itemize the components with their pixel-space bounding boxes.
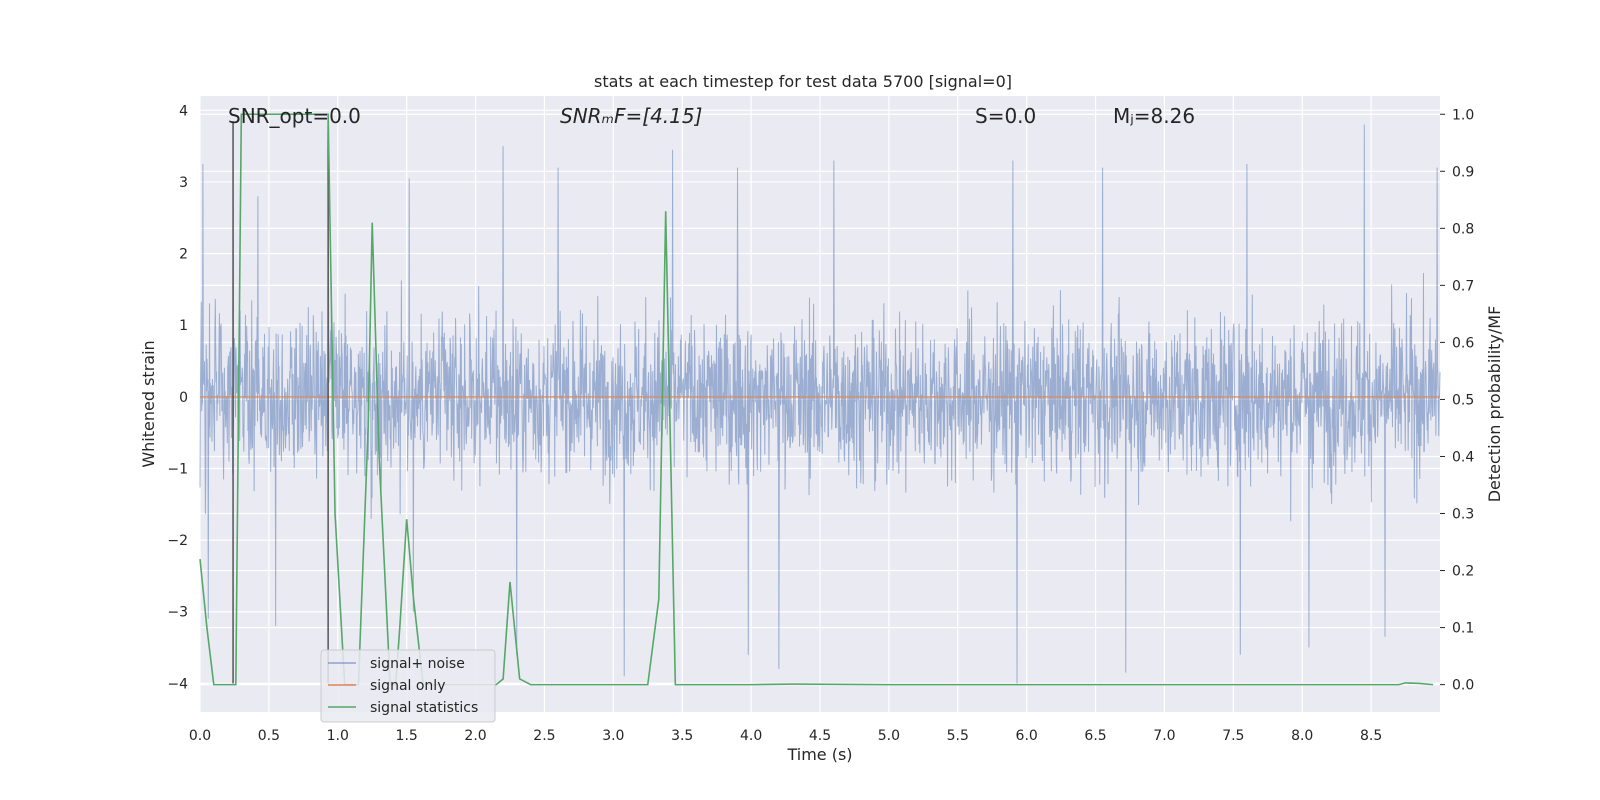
x-tick-label: 1.0: [327, 728, 349, 744]
y-left-tick-label: 3: [179, 175, 188, 191]
y-left-tick-label: 1: [179, 318, 188, 334]
y-right-axis-ticks: 1.0 0.9 0.8 0.7 0.6 0.5 0.4 0.3 0.2 0.1 0.0: [1440, 107, 1474, 694]
y-right-tick-label: 0.6: [1452, 335, 1474, 351]
line-signal-noise: [199, 124, 1441, 684]
x-tick-label: 8.0: [1291, 728, 1313, 744]
x-tick-label: 5.0: [878, 728, 900, 744]
legend-label-signal-statistics: signal statistics: [370, 700, 478, 716]
y-right-tick-label: 0.2: [1452, 564, 1474, 580]
x-tick-label: 2.5: [533, 728, 555, 744]
y-left-tick-label: −3: [167, 605, 188, 621]
y-right-tick-label: 0.7: [1452, 278, 1474, 294]
x-tick-label: 6.0: [1016, 728, 1038, 744]
vertical-markers: [232, 121, 329, 684]
x-tick-label: 4.5: [809, 728, 831, 744]
y-right-tick-label: 0.5: [1452, 392, 1474, 408]
y-left-tick-label: 0: [179, 390, 188, 406]
y-right-tick-label: 0.9: [1452, 164, 1474, 180]
y-right-tick-label: 0.0: [1452, 678, 1474, 694]
y-right-tick-label: 0.1: [1452, 621, 1474, 637]
x-tick-label: 5.5: [947, 728, 969, 744]
x-tick-label: 3.0: [602, 728, 624, 744]
x-tick-label: 6.5: [1084, 728, 1106, 744]
x-tick-label: 0.0: [189, 728, 211, 744]
x-tick-label: 1.5: [396, 728, 418, 744]
annotation-mc-value: Mⱼ=8.26: [1113, 104, 1195, 128]
y-right-tick-label: 1.0: [1452, 107, 1474, 123]
y-right-tick-label: 0.8: [1452, 221, 1474, 237]
x-tick-label: 8.5: [1360, 728, 1382, 744]
x-axis-ticks: 0.0 0.5 1.0 1.5 2.0 2.5 3.0 3.5 4.0 4.5 5.0 5.5 6.0 6…: [189, 728, 1382, 744]
y-left-tick-label: 4: [179, 103, 188, 119]
x-axis-label: Time (s): [786, 745, 852, 764]
legend-box: [320, 649, 496, 723]
x-tick-label: 2.0: [464, 728, 486, 744]
chart-title: stats at each timestep for test data 570…: [594, 72, 1012, 91]
y-right-tick-label: 0.3: [1452, 507, 1474, 523]
legend: signal+ noise signal only signal statist…: [320, 649, 496, 723]
x-tick-label: 3.5: [671, 728, 693, 744]
y-left-tick-label: −1: [167, 461, 188, 477]
y-left-tick-label: −2: [167, 533, 188, 549]
annotation-s-value: S=0.0: [975, 104, 1036, 128]
series-signal-noise: [199, 124, 1441, 684]
x-tick-label: 7.0: [1153, 728, 1175, 744]
annotation-snr-opt: SNR_opt=0.0: [228, 104, 361, 128]
y-left-axis-ticks: 4 3 2 1 0 −1 −2 −3 −4: [167, 103, 188, 692]
x-tick-label: 0.5: [258, 728, 280, 744]
legend-label-signal-noise: signal+ noise: [370, 656, 465, 672]
y-right-tick-label: 0.4: [1452, 449, 1474, 465]
y-left-tick-label: 2: [179, 247, 188, 263]
y-left-axis-label: Whitened strain: [139, 340, 158, 467]
y-right-axis-label: Detection probability/MF: [1485, 306, 1504, 503]
x-tick-label: 7.5: [1222, 728, 1244, 744]
y-left-tick-label: −4: [167, 676, 188, 692]
legend-label-signal-only: signal only: [370, 678, 445, 694]
annotation-snr-mf: SNRₘF=[4.15]: [560, 104, 702, 128]
x-tick-label: 4.0: [740, 728, 762, 744]
